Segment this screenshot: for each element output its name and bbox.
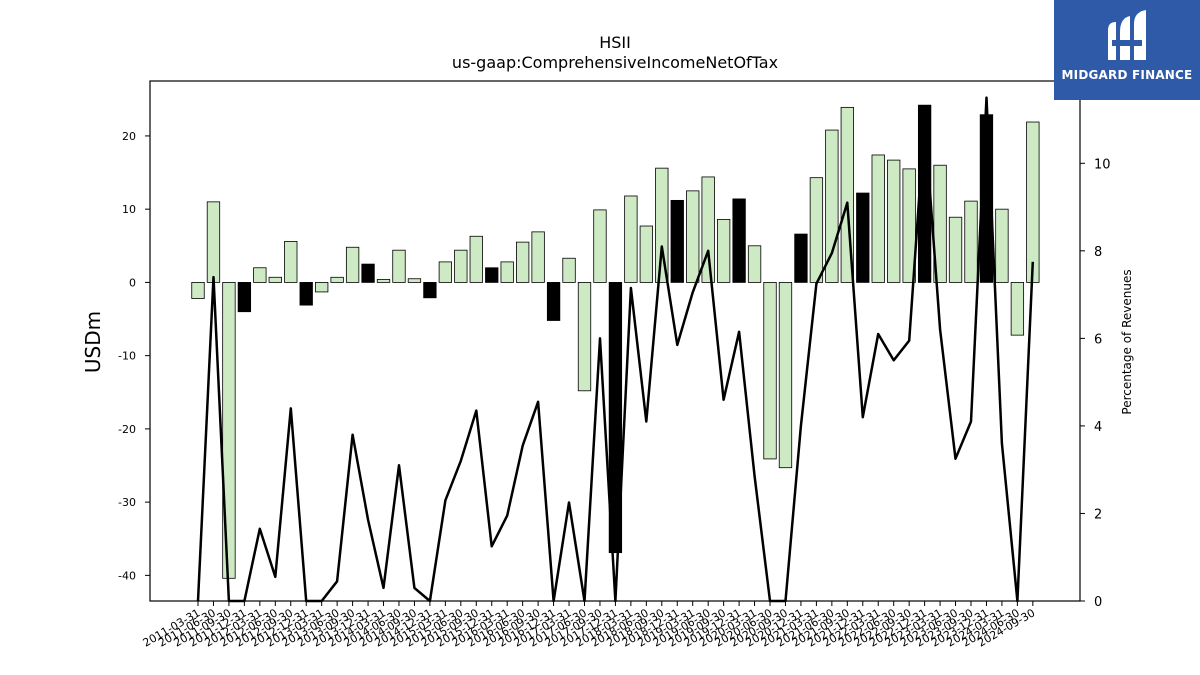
y-tick-label: 20: [122, 130, 136, 143]
bar-2017-03-31: [562, 257, 576, 283]
bar-2012-12-31: [299, 282, 313, 306]
bar-2012-06-30: [268, 276, 282, 283]
bar-2018-03-31: [624, 195, 638, 283]
brand-name: MIDGARD FINANCE: [1061, 68, 1193, 82]
bar-2024-06-30: [1010, 282, 1025, 336]
y-tick-label: -10: [118, 350, 136, 363]
bar-2019-06-30: [701, 176, 715, 283]
bar-2018-09-30: [655, 167, 669, 283]
y2-axis-label: Percentage of Revenues: [1120, 269, 1134, 414]
bar-2012-09-30: [284, 240, 298, 283]
y-axis: -40 -30 -20 -10 0 10 20: [118, 130, 150, 582]
y-axis-label: USDm: [81, 311, 105, 373]
y2-tick-label: 8: [1094, 245, 1102, 260]
y2-tick-label: 4: [1094, 420, 1102, 435]
y2-tick-label: 0: [1094, 595, 1102, 610]
y-tick-label: -20: [118, 423, 136, 436]
bar-2024-09-30: [1026, 121, 1040, 283]
bar-2020-09-30: [778, 282, 793, 469]
bar-2014-03-31: [376, 279, 391, 283]
bar-2017-12-31: [608, 282, 623, 554]
bar-2020-06-30: [763, 282, 777, 460]
bar-2020-12-31: [794, 233, 808, 283]
bar-2019-12-31: [732, 198, 746, 283]
bar-2011-06-30: [206, 201, 221, 283]
bar-2012-03-31: [253, 267, 267, 283]
bar-2013-09-30: [345, 246, 360, 283]
y-tick-label: 0: [129, 276, 136, 289]
y-tick-label: -30: [118, 496, 136, 509]
bar-2014-06-30: [392, 249, 406, 283]
bar-2013-03-31: [315, 282, 329, 293]
chart-title: HSII: [599, 33, 631, 52]
bar-2017-06-30: [577, 282, 592, 392]
bar-2014-09-30: [407, 278, 422, 283]
bar-2018-06-30: [639, 225, 653, 283]
brand-logo: MIDGARD FINANCE: [1054, 0, 1200, 100]
bar-2021-12-31: [856, 192, 870, 283]
bar-2016-06-30: [516, 241, 530, 283]
bar-2016-09-30: [531, 231, 545, 283]
y-tick-label: 10: [122, 203, 136, 216]
bar-2019-03-31: [686, 190, 700, 283]
bar-2013-06-30: [330, 276, 344, 283]
bar-2011-12-31: [237, 282, 252, 313]
bar-2020-03-31: [747, 245, 762, 283]
bar-2023-03-31: [933, 164, 947, 283]
bar-2022-03-31: [871, 154, 885, 283]
bar-2011-03-31: [191, 282, 205, 299]
bar-2017-09-30: [593, 209, 607, 283]
y2-axis: 0 2 4 6 8 10: [1080, 157, 1111, 610]
y2-tick-label: 2: [1094, 507, 1102, 522]
bar-group: [191, 104, 1040, 579]
bar-2015-09-30: [469, 235, 483, 283]
y2-tick-label: 6: [1094, 332, 1102, 347]
bar-2016-03-31: [500, 261, 514, 283]
bar-2015-06-30: [454, 249, 468, 283]
bar-2022-06-30: [887, 159, 901, 283]
chart-subtitle: us-gaap:ComprehensiveIncomeNetOfTax: [452, 53, 778, 72]
bar-2022-09-30: [902, 168, 916, 283]
bar-2015-03-31: [438, 261, 453, 283]
bar-2019-09-30: [716, 219, 731, 283]
y-tick-label: -40: [118, 569, 136, 582]
midgard-logo-icon: [1108, 10, 1146, 60]
y2-tick-label: 10: [1094, 157, 1111, 172]
x-axis: 2011-03-312011-06-302011-09-302011-12-31…: [141, 601, 1037, 650]
bar-2023-09-30: [964, 200, 978, 283]
bar-2013-12-31: [361, 263, 375, 283]
bar-2014-12-31: [423, 282, 437, 299]
bar-2021-03-31: [809, 177, 824, 283]
bar-2023-06-30: [948, 216, 963, 283]
bar-2024-03-31: [995, 208, 1009, 283]
bar-2015-12-31: [485, 267, 499, 283]
bar-2018-12-31: [670, 199, 684, 283]
bar-2016-12-31: [546, 282, 561, 321]
